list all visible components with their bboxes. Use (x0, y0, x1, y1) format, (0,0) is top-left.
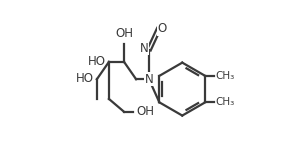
Text: OH: OH (115, 27, 133, 40)
Text: O: O (157, 22, 167, 35)
Text: HO: HO (76, 72, 94, 85)
Text: HO: HO (88, 55, 106, 68)
Text: N: N (140, 42, 149, 55)
Text: OH: OH (136, 105, 154, 118)
Text: N: N (145, 73, 153, 86)
Text: CH₃: CH₃ (216, 97, 235, 107)
Text: CH₃: CH₃ (216, 71, 235, 81)
